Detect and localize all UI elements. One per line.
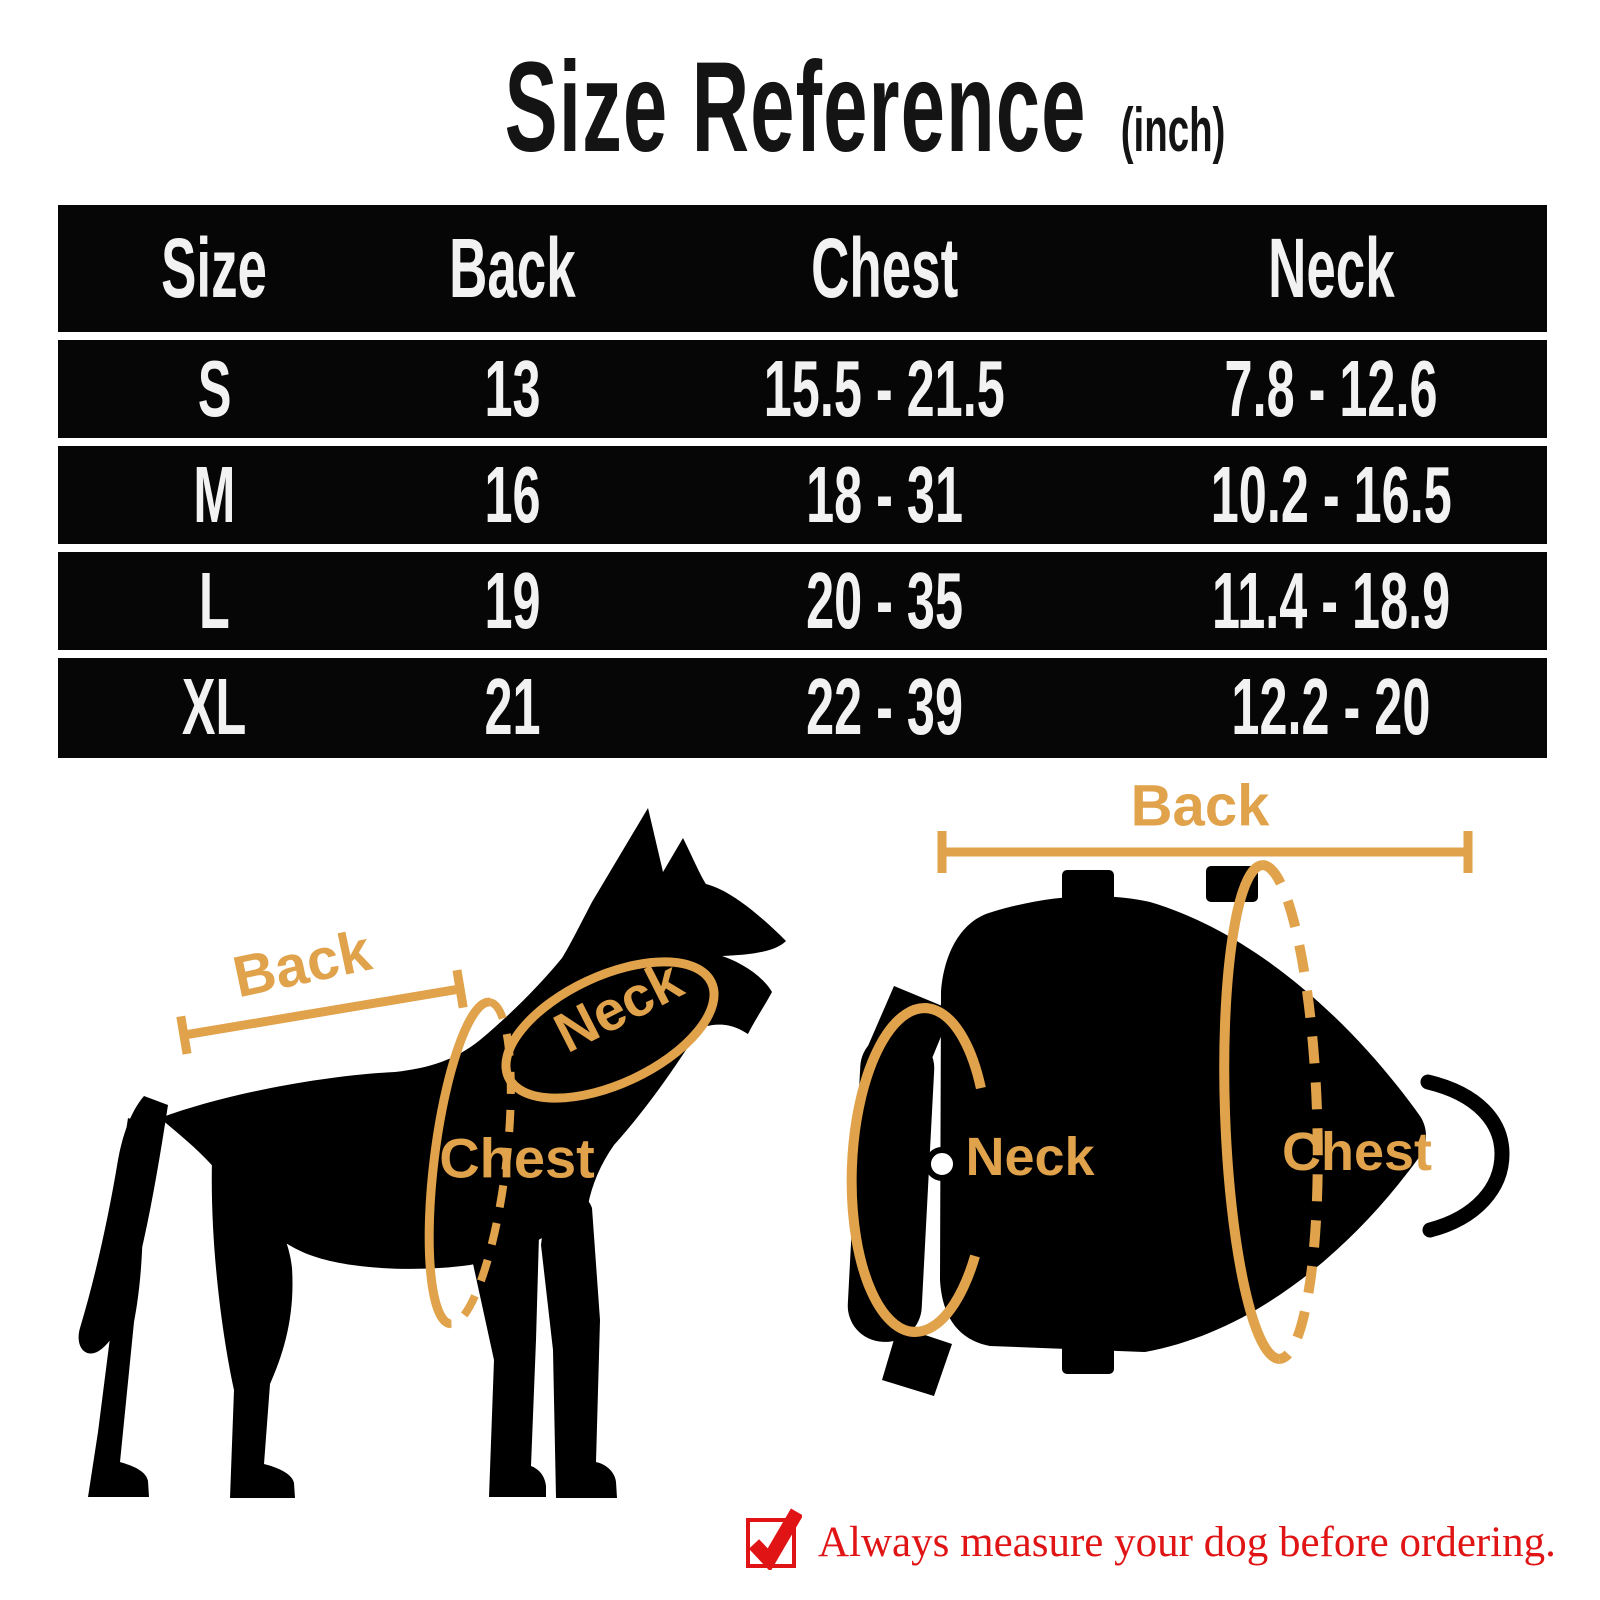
page-title-text: Size Reference — [504, 36, 1087, 179]
checkbox-checkmark-icon — [746, 1508, 802, 1570]
footnote: Always measure your dog before ordering. — [744, 1506, 1556, 1570]
harness-left-bottom-tab — [882, 1326, 952, 1396]
top-view-annotations — [846, 831, 1473, 1364]
back-measure-line — [937, 831, 1473, 873]
neck-measure-arc — [846, 1003, 986, 1337]
dog-hind-leg-far — [88, 1118, 149, 1497]
page-title-unit: (inch) — [1120, 96, 1226, 165]
table-row: L 19 20 - 35 11.4 - 18.9 — [58, 544, 1547, 650]
cell-chest: 20 - 35 — [805, 556, 963, 645]
table-row: XL 21 22 - 39 12.2 - 20 — [58, 650, 1547, 756]
cell-neck: 11.4 - 18.9 — [1211, 556, 1451, 645]
header-neck: Neck — [1267, 221, 1395, 315]
cell-size: L — [198, 556, 230, 645]
cell-back: 13 — [484, 344, 541, 433]
table-row: S 13 15.5 - 21.5 7.8 - 12.6 — [58, 332, 1547, 438]
chest-measure-ellipse — [1219, 860, 1323, 1364]
top-view-chest-label: Chest — [1281, 1122, 1433, 1182]
cell-neck: 12.2 - 20 — [1231, 662, 1431, 751]
header-back: Back — [448, 221, 576, 315]
dog-front-leg-far — [470, 1192, 546, 1497]
top-view-back-label: Back — [1130, 773, 1270, 839]
dog-silhouette — [78, 808, 786, 1498]
header-chest: Chest — [810, 221, 958, 315]
header-size: Size — [161, 221, 268, 315]
harness-handle — [1420, 1074, 1510, 1238]
size-table: Size Back Chest Neck S 13 15.5 - 21.5 7.… — [58, 205, 1547, 758]
harness-bottom-tab — [1062, 1340, 1114, 1374]
dog-hind-leg — [211, 1160, 295, 1498]
cell-size: S — [197, 344, 232, 433]
cell-back: 21 — [484, 662, 541, 751]
cell-back: 19 — [484, 556, 541, 645]
cell-neck: 10.2 - 16.5 — [1210, 450, 1452, 539]
cell-chest: 15.5 - 21.5 — [763, 344, 1005, 433]
top-view-neck-label: Neck — [965, 1127, 1095, 1187]
cell-chest: 18 - 31 — [805, 450, 963, 539]
cell-size: M — [193, 450, 236, 539]
cell-chest: 22 - 39 — [805, 662, 963, 751]
chest-measure-ellipse — [424, 997, 515, 1329]
side-view-chest-label: Chest — [439, 1126, 595, 1190]
harness-d-ring — [925, 1147, 959, 1181]
side-view-annotations — [176, 957, 719, 1329]
cell-back: 16 — [484, 450, 541, 539]
harness-neck-strap — [847, 1032, 935, 1342]
back-measure-line — [176, 969, 468, 1055]
page-title: Size Reference (inch) — [369, 34, 1361, 181]
cell-size: XL — [182, 662, 247, 751]
footnote-text: Always measure your dog before ordering. — [818, 1519, 1556, 1567]
harness-top-tab — [1062, 870, 1114, 906]
table-row: M 16 18 - 31 10.2 - 16.5 — [58, 438, 1547, 544]
dog-front-leg — [541, 1178, 617, 1498]
size-table-header-row: Size Back Chest Neck — [58, 205, 1547, 332]
cell-neck: 7.8 - 12.6 — [1224, 344, 1438, 433]
